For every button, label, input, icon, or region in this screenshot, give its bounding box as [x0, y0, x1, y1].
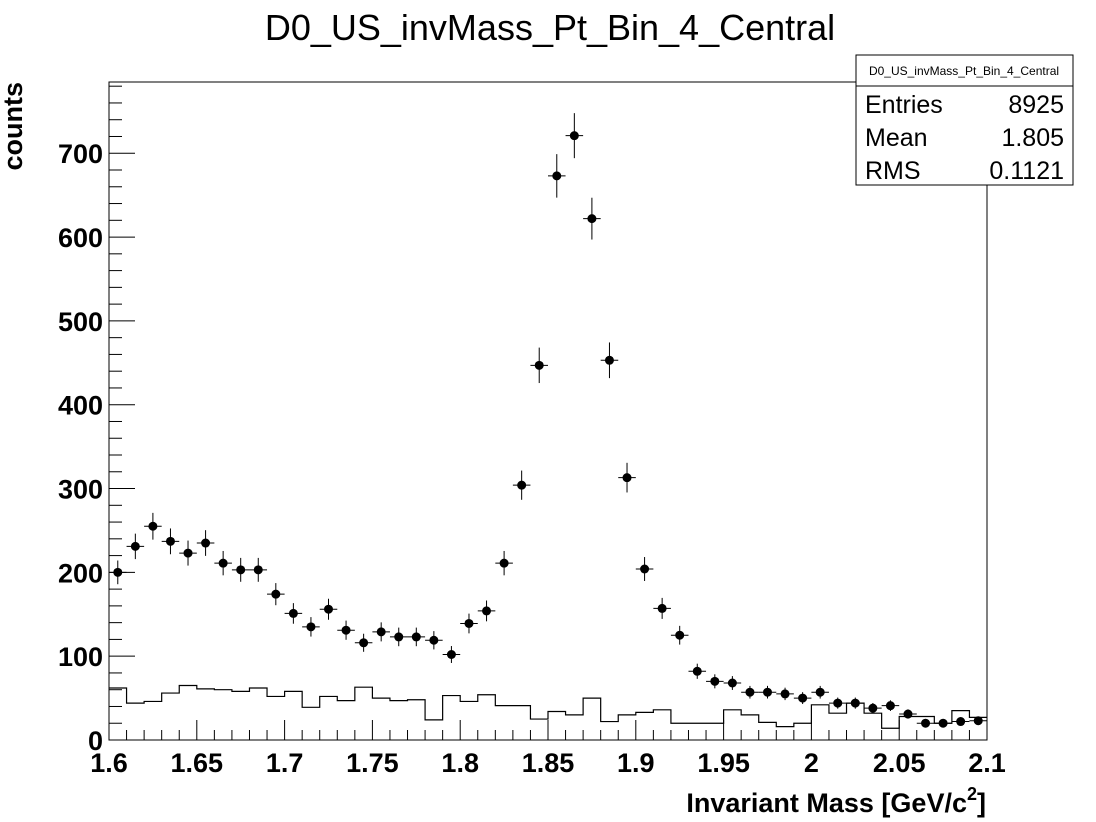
- data-point: [464, 618, 474, 628]
- x-axis-label: Invariant Mass [GeV/c2]: [686, 784, 986, 818]
- data-points: [109, 113, 987, 728]
- data-point: [148, 521, 158, 531]
- data-point: [692, 666, 702, 676]
- data-point: [921, 718, 931, 728]
- x-tick-label: 1.8: [441, 748, 479, 778]
- data-point: [938, 718, 948, 728]
- data-point: [727, 678, 737, 688]
- stats-title-box: [855, 54, 1074, 87]
- data-point: [517, 480, 527, 490]
- data-point: [745, 687, 755, 697]
- data-point: [763, 687, 772, 697]
- data-point: [675, 630, 685, 640]
- y-tick-label: 300: [58, 475, 103, 505]
- data-point: [165, 536, 175, 546]
- y-tick-label: 100: [58, 642, 103, 672]
- data-point: [622, 473, 632, 483]
- stats-title: D0_US_invMass_Pt_Bin_4_Central: [869, 64, 1059, 78]
- data-point: [710, 676, 720, 686]
- x-tick-label: 1.75: [346, 748, 399, 778]
- x-axis-label-superscript: 2: [967, 784, 977, 804]
- data-point: [903, 709, 913, 719]
- stats-rms-value: 0.1121: [989, 157, 1064, 185]
- data-point: [798, 693, 808, 703]
- data-point: [394, 632, 404, 642]
- data-point: [306, 622, 316, 632]
- data-point: [815, 687, 825, 697]
- data-point: [973, 716, 983, 726]
- data-point: [499, 558, 509, 568]
- stats-entries-value: 8925: [1008, 91, 1064, 119]
- x-tick-label: 1.95: [697, 748, 750, 778]
- x-tick-label: 1.65: [171, 748, 224, 778]
- y-tick-label: 600: [58, 223, 103, 253]
- data-point: [780, 689, 790, 699]
- data-point: [657, 603, 667, 613]
- data-point: [324, 604, 333, 614]
- data-point: [640, 564, 650, 574]
- data-point: [341, 625, 351, 635]
- data-point: [218, 558, 228, 568]
- x-tick-label: 2.1: [968, 748, 1006, 778]
- x-tick-label: 2.05: [873, 748, 926, 778]
- stats-mean-label: Mean: [865, 124, 928, 152]
- stats-mean-value: 1.805: [1001, 124, 1064, 152]
- y-axis-label: counts: [0, 82, 28, 171]
- data-point: [359, 638, 369, 648]
- y-axis: 0 100 200 300 400 500 600 700: [58, 85, 135, 756]
- x-tick-label: 2: [804, 748, 819, 778]
- data-point: [183, 548, 193, 558]
- data-point: [956, 717, 966, 727]
- data-point: [236, 565, 246, 575]
- data-point: [833, 698, 843, 708]
- y-tick-label: 700: [58, 139, 103, 169]
- x-tick-label: 1.6: [90, 748, 128, 778]
- data-point: [271, 589, 281, 599]
- data-point: [604, 355, 614, 365]
- background-histogram: [109, 684, 987, 729]
- x-axis: 1.6 1.65 1.7 1.75 1.8 1.85 1.9 1.95 2 2.05 2.1: [90, 720, 1006, 778]
- y-tick-label: 400: [58, 391, 103, 421]
- x-tick-label: 1.7: [266, 748, 304, 778]
- y-tick-label: 0: [88, 726, 103, 756]
- data-point: [376, 627, 386, 637]
- x-axis-label-end: ]: [977, 788, 986, 818]
- x-tick-label: 1.9: [617, 748, 655, 778]
- y-tick-label: 500: [58, 307, 103, 337]
- chart-title: D0_US_invMass_Pt_Bin_4_Central: [265, 7, 835, 48]
- data-point: [552, 171, 562, 181]
- data-point: [429, 635, 439, 645]
- data-point: [569, 131, 579, 141]
- background-step-line: [109, 684, 987, 729]
- stats-entries-label: Entries: [865, 91, 943, 119]
- x-axis-label-main: Invariant Mass [GeV/c: [686, 788, 967, 818]
- data-point: [288, 608, 298, 618]
- data-point: [130, 541, 140, 551]
- data-point: [411, 632, 421, 642]
- data-point: [482, 606, 492, 616]
- x-tick-label: 1.85: [522, 748, 575, 778]
- plot-frame: [108, 81, 988, 741]
- stats-rms-label: RMS: [865, 157, 921, 185]
- data-point: [850, 698, 860, 708]
- data-point: [885, 701, 895, 711]
- stats-box: D0_US_invMass_Pt_Bin_4_Central Entries 8…: [855, 54, 1074, 186]
- y-tick-label: 200: [58, 558, 103, 588]
- data-point: [201, 538, 211, 548]
- stats-body-box: [855, 85, 1074, 186]
- data-point: [253, 565, 263, 575]
- data-point: [587, 214, 597, 224]
- data-point: [534, 360, 544, 370]
- data-point: [868, 703, 878, 713]
- data-point: [446, 650, 456, 660]
